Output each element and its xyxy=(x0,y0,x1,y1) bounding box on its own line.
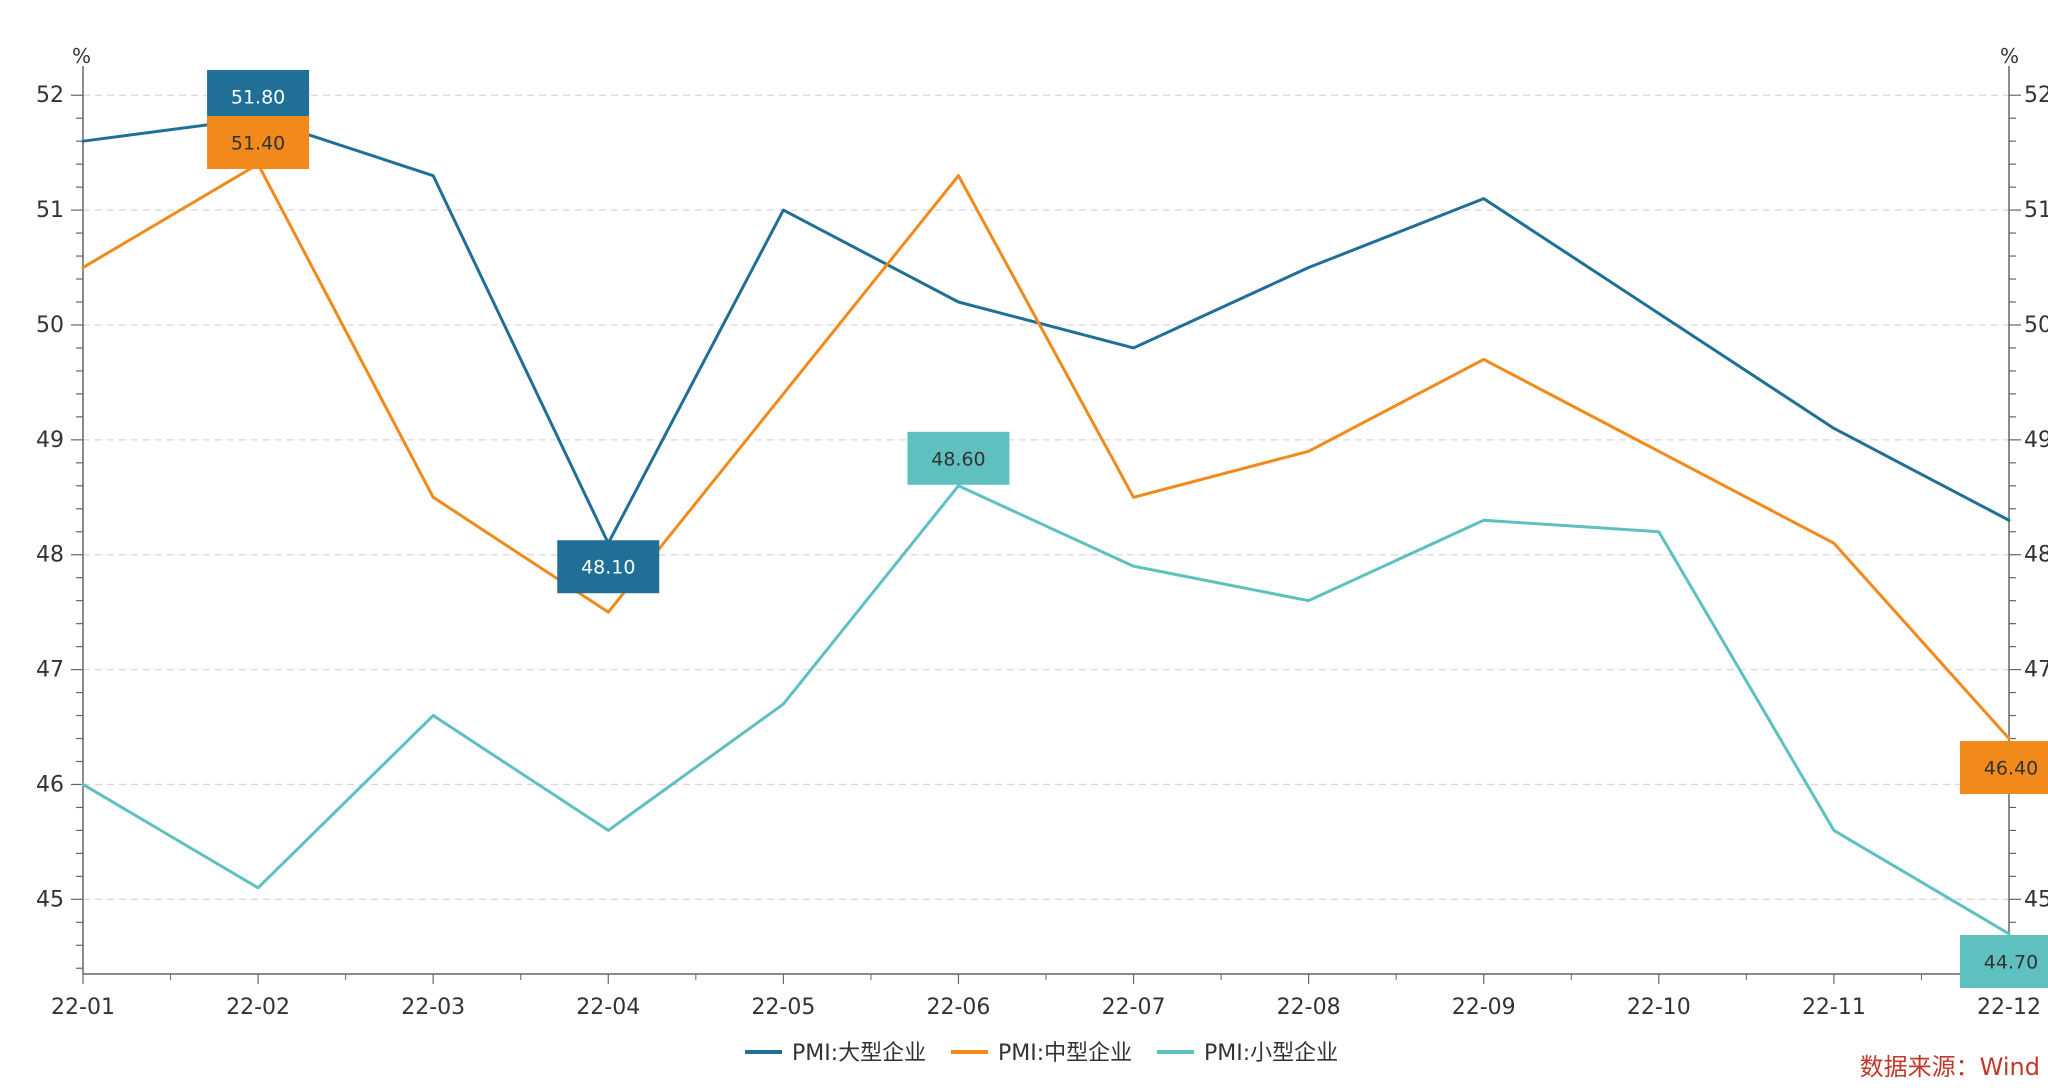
legend-label: PMI:大型企业 xyxy=(792,1041,926,1066)
left-y-tick-label: 50 xyxy=(36,313,64,338)
data-label: 48.10 xyxy=(581,557,635,579)
x-tick-label: 22-08 xyxy=(1277,995,1341,1020)
left-y-tick-label: 47 xyxy=(36,658,64,683)
x-tick-label: 22-02 xyxy=(226,995,290,1020)
left-y-tick-label: 46 xyxy=(36,772,64,797)
legend-label: PMI:小型企业 xyxy=(1204,1041,1338,1066)
data-label-box xyxy=(1960,935,2048,988)
series-line xyxy=(81,162,2011,741)
data-label: 48.60 xyxy=(931,448,985,470)
data-label-box xyxy=(1960,741,2048,794)
series-line xyxy=(81,484,2011,936)
x-tick-label: 22-10 xyxy=(1627,995,1691,1020)
data-label: 51.40 xyxy=(231,133,285,155)
right-y-tick-label: 51 xyxy=(2024,198,2048,223)
gridlines xyxy=(83,94,2009,900)
data-label-box xyxy=(557,540,660,594)
x-tick-label: 22-03 xyxy=(401,995,465,1020)
right-y-tick-label: 45 xyxy=(2024,887,2048,912)
left-y-axis-unit: % xyxy=(72,44,91,68)
left-y-tick-label: 49 xyxy=(36,428,64,453)
x-tick-label: 22-09 xyxy=(1452,995,1516,1020)
legend: PMI:大型企业 PMI:中型企业 PMI:小型企业 xyxy=(745,1041,1338,1066)
data-label-box xyxy=(207,116,310,169)
x-tick-label: 22-04 xyxy=(576,995,640,1020)
right-y-tick-label: 48 xyxy=(2024,543,2048,568)
data-label: 51.80 xyxy=(231,87,285,109)
legend-label: PMI:中型企业 xyxy=(998,1041,1132,1066)
x-tick-label: 22-01 xyxy=(51,995,115,1020)
x-tick-label: 22-06 xyxy=(926,995,990,1020)
x-tick-label: 22-12 xyxy=(1977,995,2041,1020)
data-label-box xyxy=(207,70,310,123)
x-tick-label: 22-07 xyxy=(1102,995,1166,1020)
series-line xyxy=(81,116,2011,545)
left-y-tick-label: 45 xyxy=(36,887,64,912)
left-y-tick-label: 48 xyxy=(36,543,64,568)
series-lines xyxy=(81,116,2011,936)
x-tick-label: 22-11 xyxy=(1802,995,1866,1020)
source-note: 数据来源：Wind xyxy=(1860,1053,2040,1081)
right-y-tick-label: 50 xyxy=(2024,313,2048,338)
data-labels: 51.80 48.10 51.40 46.40 48.60 44.70 xyxy=(207,70,2048,988)
data-label: 44.70 xyxy=(1984,952,2038,974)
data-label-box xyxy=(907,431,1010,485)
right-y-axis-unit: % xyxy=(2000,44,2019,68)
right-y-tick-label: 49 xyxy=(2024,428,2048,453)
axes: % % 4545464647474848494950505151525222-0… xyxy=(36,44,2048,1020)
data-label: 46.40 xyxy=(1984,758,2038,780)
x-tick-label: 22-05 xyxy=(751,995,815,1020)
left-y-tick-label: 51 xyxy=(36,198,64,223)
right-y-tick-label: 52 xyxy=(2024,83,2048,108)
right-y-tick-label: 47 xyxy=(2024,658,2048,683)
left-y-tick-label: 52 xyxy=(36,83,64,108)
